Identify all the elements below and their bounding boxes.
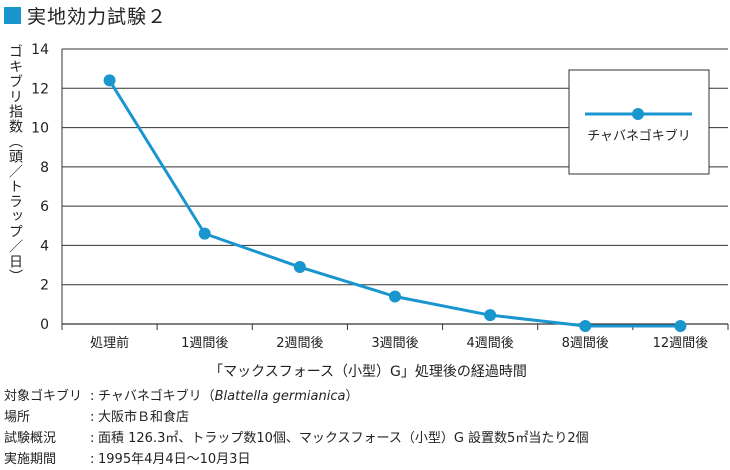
legend-label: チャバネゴキブリ: [587, 128, 691, 144]
data-point: [198, 227, 211, 240]
x-tick-label: 2週間後: [276, 336, 323, 351]
data-point: [389, 290, 401, 303]
note-colon: :: [90, 389, 95, 404]
note-value-tail: ）: [345, 389, 359, 404]
series-layer: [103, 74, 687, 332]
y-tick-label: 12: [31, 81, 49, 97]
chart-title: 実地効力試験２: [27, 5, 168, 28]
x-tick-layer: 処理前 1週間後 2週間後 3週間後 4週間後 8週間後 12週間後: [90, 335, 708, 351]
species-latin-name: Blattella germianica: [214, 389, 346, 404]
data-point: [674, 319, 687, 332]
legend: チャバネゴキブリ: [568, 69, 710, 175]
note-row: 試験概況 : 面積 126.3㎡、トラップ数10個、マックスフォース（小型）G …: [4, 428, 589, 449]
notes: 対象ゴキブリ : チャバネゴキブリ（Blattella germianica） …: [4, 386, 589, 470]
x-tick-label: 3週間後: [371, 336, 418, 351]
note-key: 場所: [4, 410, 31, 425]
y-tick-label: 0: [40, 317, 49, 333]
y-tick-label: 6: [40, 199, 49, 215]
title-square-icon: [4, 6, 21, 24]
y-tick-label: 8: [40, 160, 49, 176]
data-point: [103, 74, 116, 87]
note-value: 大阪市Ｂ和食店: [98, 410, 190, 425]
note-value: チャバネゴキブリ（Blattella germianica）: [98, 386, 358, 407]
note-key: 実施期間: [4, 452, 57, 467]
note-row: 対象ゴキブリ : チャバネゴキブリ（Blattella germianica）: [4, 386, 589, 407]
y-tick-label: 10: [31, 121, 49, 137]
note-key: 試験概況: [4, 431, 57, 446]
note-colon: :: [90, 410, 95, 425]
x-tick-label: 12週間後: [653, 336, 709, 351]
note-value: 1995年4月4日〜10月3日: [98, 452, 251, 467]
note-colon: :: [90, 431, 95, 446]
data-point: [293, 261, 306, 274]
y-tick-label: 14: [31, 42, 49, 58]
data-point: [579, 319, 592, 332]
note-key: 対象ゴキブリ: [4, 389, 83, 404]
chart-svg: 0 2 4 6 8 10 12 14 処理前 1週間後 2週間後 3週間後 4週間後 8週間後 12週間後…: [31, 42, 729, 380]
x-tick-label: 1週間後: [181, 336, 228, 351]
y-tick-layer: 0 2 4 6 8 10 12 14: [31, 42, 49, 333]
y-tick-label: 4: [40, 238, 49, 254]
note-colon: :: [90, 452, 95, 467]
legend-marker: [632, 108, 644, 120]
x-tick-label: 8週間後: [562, 336, 609, 351]
note-value: 面積 126.3㎡、トラップ数10個、マックスフォース（小型）G 設置数5㎡当た…: [98, 431, 589, 446]
y-axis-label: ゴキブリ指数（頭／トラップ／日）: [7, 44, 23, 284]
note-row: 場所 : 大阪市Ｂ和食店: [4, 407, 589, 428]
data-point: [484, 309, 497, 322]
title-row: 実地効力試験２: [4, 3, 168, 28]
legend-box: [568, 69, 710, 175]
x-tick-label: 4週間後: [467, 336, 514, 351]
x-axis-title: 「マックスフォース（小型）G」処理後の経過時間: [209, 364, 527, 380]
x-tick-label: 処理前: [90, 335, 129, 351]
note-value-text: チャバネゴキブリ（: [98, 389, 215, 404]
y-tick-label: 2: [40, 278, 49, 294]
note-row: 実施期間 : 1995年4月4日〜10月3日: [4, 449, 589, 470]
